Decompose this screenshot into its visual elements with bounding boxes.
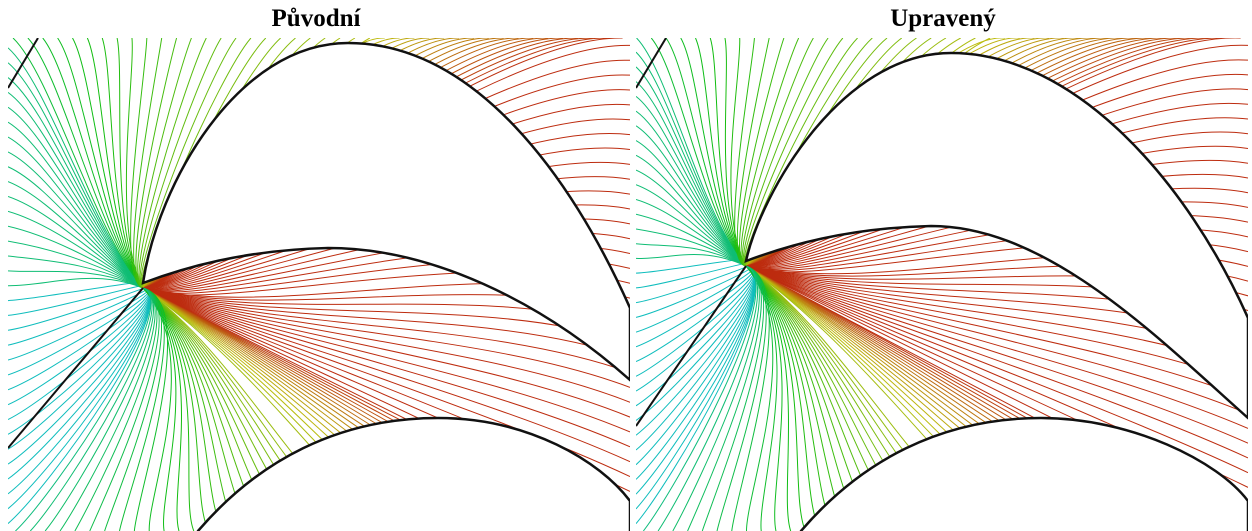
contour-line [666, 38, 746, 266]
panel-title: Upravený [890, 5, 996, 32]
contour-panel [636, 38, 1248, 531]
figure: Původní Upravený [0, 0, 1252, 531]
contour-line [13, 38, 143, 288]
contour-line [636, 266, 755, 406]
contour-line [8, 288, 150, 434]
contour-line [58, 38, 143, 288]
contour-line [8, 278, 143, 288]
blade [746, 53, 1248, 418]
contour-line [45, 288, 153, 531]
panel-title: Původní [272, 5, 362, 32]
contour-line [636, 266, 755, 376]
periodic-boundary [636, 266, 746, 426]
contour-line [8, 288, 150, 479]
page: Původní Upravený (() => { const data = J… [0, 0, 1252, 531]
contour-panel [8, 38, 630, 531]
contour-line [8, 287, 150, 346]
periodic-boundary [8, 38, 38, 88]
contour-line [90, 288, 159, 531]
